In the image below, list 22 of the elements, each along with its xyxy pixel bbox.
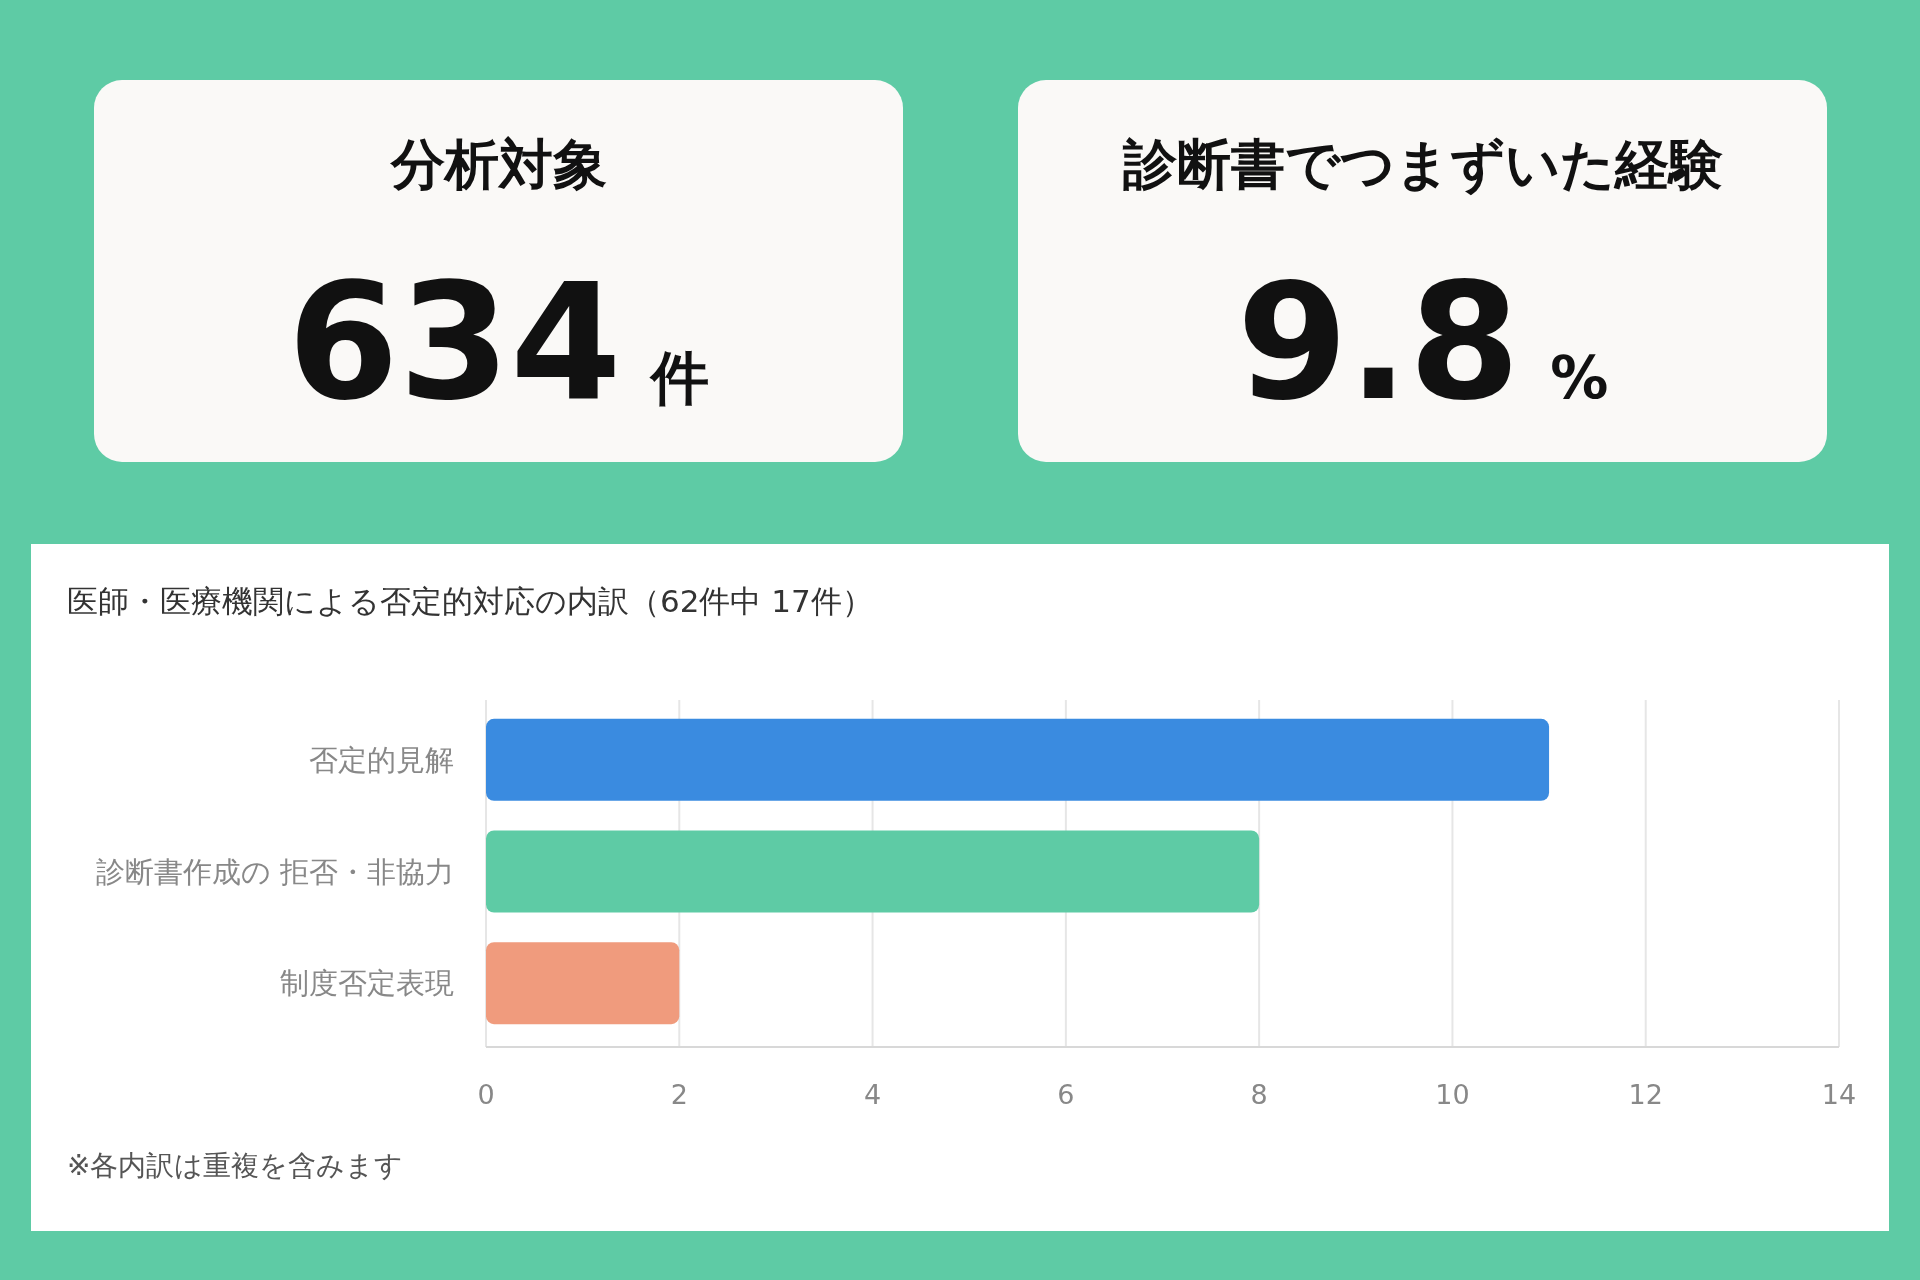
x-tick-label: 8 [1250, 1079, 1268, 1110]
text: 9.8 [1236, 249, 1521, 436]
x-tick-label: 4 [863, 1079, 882, 1110]
x-tick-label: 10 [1435, 1079, 1470, 1110]
x-tick-label: 0 [477, 1079, 495, 1110]
text: 診断書でつまずいた経験 [1121, 133, 1723, 196]
x-tick-label: 12 [1628, 1079, 1663, 1110]
text: 634 [287, 249, 622, 436]
text: 分析対象 [388, 133, 607, 196]
chart-title: 医師・医療機関による否定的対応の内訳（62件中 17件） [67, 583, 873, 619]
y-tick-label: 制度否定表現 [280, 966, 454, 1001]
text: 件 [649, 344, 710, 412]
bar [486, 718, 1550, 801]
bar [486, 830, 1260, 913]
text: ※各内訳は重複を含みます [67, 1149, 404, 1182]
x-tick-label: 14 [1821, 1079, 1857, 1110]
bar [486, 942, 680, 1025]
x-tick-label: 2 [670, 1079, 688, 1110]
text: % [1550, 344, 1609, 412]
x-tick-label: 6 [1057, 1079, 1075, 1110]
y-tick-label: 診断書作成の 拒否・非協力 [95, 854, 454, 889]
y-tick-label: 否定的見解 [309, 742, 454, 777]
